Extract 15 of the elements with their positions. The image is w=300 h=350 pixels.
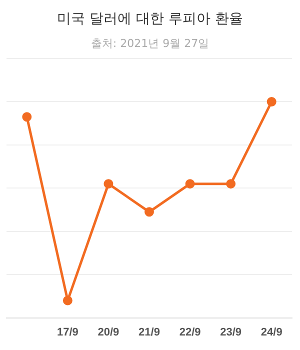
point — [144, 207, 154, 217]
x-tick-label: 24/9 — [260, 326, 282, 338]
x-tick-label: 21/9 — [138, 326, 160, 338]
point — [185, 179, 195, 189]
chart-subtitle: 출처: 2021년 9월 27일 — [90, 36, 210, 52]
point — [266, 96, 276, 106]
chart-title: 미국 달러에 대한 루피아 환율 — [56, 10, 244, 29]
point — [104, 179, 114, 189]
x-tick-label: 20/9 — [98, 326, 120, 338]
x-tick-label: 23/9 — [220, 326, 242, 338]
x-tick-label: 22/9 — [179, 326, 201, 338]
point — [62, 296, 72, 306]
point — [226, 179, 236, 189]
x-tick-label: 17/9 — [56, 326, 78, 338]
point — [22, 112, 32, 122]
